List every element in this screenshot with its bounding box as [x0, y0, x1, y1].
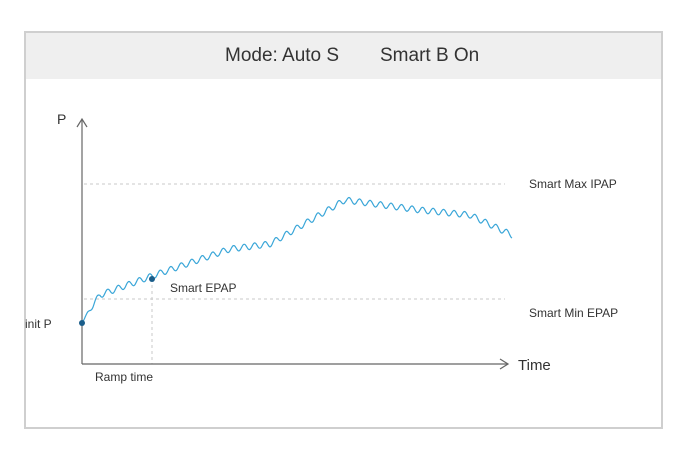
y-axis-label: P: [57, 111, 66, 127]
smart-epap-marker: [149, 276, 155, 282]
ramp-time-label: Ramp time: [95, 370, 153, 384]
mode-header: Mode: Auto S Smart B On: [26, 33, 661, 79]
min-epap-label: Smart Min EPAP: [529, 306, 618, 320]
y-axis-arrow-icon: [76, 117, 88, 128]
init-p-marker: [79, 320, 85, 326]
mode-label: Mode: Auto S: [225, 45, 340, 66]
max-ipap-label: Smart Max IPAP: [529, 177, 617, 191]
init-p-label: init P: [25, 317, 52, 331]
x-axis-label: Time: [518, 357, 551, 374]
x-axis-arrow-icon: [499, 358, 510, 370]
smart-epap-label: Smart EPAP: [170, 281, 236, 295]
pressure-waveform: [81, 196, 513, 324]
smart-b-status: Smart B On: [380, 45, 480, 66]
diagram-panel: Mode: Auto S Smart B On: [24, 31, 663, 429]
